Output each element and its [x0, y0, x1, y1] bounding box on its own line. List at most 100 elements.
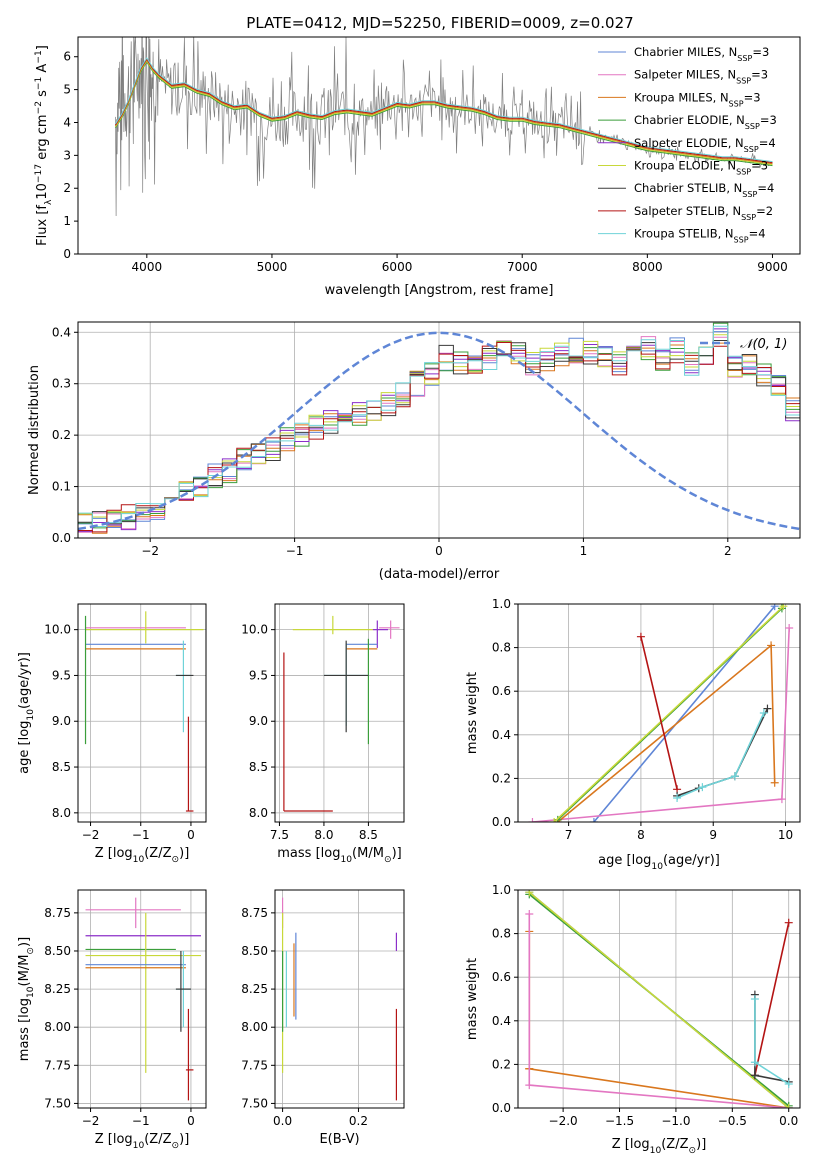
residuals-legend: 𝒩(0, 1) [700, 337, 787, 352]
x-tick-label: 9 [709, 828, 717, 842]
y-tick-label: 8.0 [52, 806, 71, 820]
y-tick-label: 8.00 [241, 1020, 268, 1034]
x-tick-label: −2 [82, 828, 100, 842]
weight_vs_age-frame [517, 603, 801, 823]
weight-line [754, 922, 790, 1076]
age_vs_mass-plot [283, 615, 400, 812]
x-tick-label: 7000 [507, 260, 538, 274]
weight-line [640, 636, 678, 790]
spectrum-xlabel: wavelength [Angstrom, rest frame] [325, 283, 554, 298]
model-spectrum-line [115, 60, 773, 166]
legend-entry: Kroupa STELIB, NSSP=4 [634, 227, 766, 245]
legend-entry: Salpeter STELIB, NSSP=2 [634, 204, 773, 222]
residuals-ylabel: Normed distribution [27, 365, 42, 495]
mass-vs-z-xlabel: Z [log10(Z/Z⊙)] [95, 1132, 190, 1151]
spectrum-legend: Chabrier MILES, NSSP=3 Salpeter MILES, NS… [598, 45, 777, 244]
mass_vs_Z-frame [77, 889, 207, 1109]
weight-marker [525, 909, 534, 918]
x-tick-label: −0.5 [718, 1114, 747, 1128]
weight-marker [636, 632, 645, 641]
y-tick-label: 0.2 [492, 771, 511, 785]
y-tick-label: 0.6 [492, 970, 511, 984]
age-vs-z-ylabel: age [log10(age/yr)] [17, 652, 36, 774]
y-tick-label: 8.0 [249, 806, 268, 820]
residual-histogram [78, 328, 800, 532]
x-tick-label: −1 [132, 1114, 150, 1128]
y-tick-label: 8.25 [241, 982, 268, 996]
model-spectrum-line [115, 57, 773, 163]
weight-line [593, 605, 776, 822]
x-tick-label: 6000 [382, 260, 413, 274]
age_vs_Z-frame [77, 603, 207, 823]
age_vs_mass-frame [274, 603, 405, 823]
y-tick-label: 0.8 [492, 927, 511, 941]
y-tick-label: 0.3 [52, 377, 71, 391]
residual-histogram [78, 336, 800, 533]
x-tick-label: 7 [565, 828, 573, 842]
x-tick-label: 0 [187, 828, 195, 842]
y-tick-label: 1 [63, 214, 71, 228]
y-tick-label: 10.0 [44, 623, 71, 637]
weight-marker [784, 918, 793, 927]
x-tick-label: 4000 [132, 260, 163, 274]
weight-marker [750, 995, 759, 1003]
weight-marker [784, 1104, 793, 1108]
age-vs-mass-xlabel: mass [log10(M/M⊙)] [277, 846, 401, 865]
legend-entry: Salpeter ELODIE, NSSP=4 [634, 136, 776, 154]
weight-marker [528, 818, 537, 822]
weight_vs_Z-plot [525, 890, 793, 1108]
residual-histogram [78, 342, 800, 534]
residual-histogram [78, 325, 800, 527]
y-tick-label: 7.50 [241, 1096, 268, 1110]
y-tick-label: 0 [63, 247, 71, 261]
mass_vs_ebv-frame [274, 889, 405, 1109]
legend-entry: Chabrier STELIB, NSSP=4 [634, 181, 774, 199]
weight_vs_age-plot [528, 604, 794, 822]
residual-histogram [78, 331, 800, 528]
residuals-axes: −2 −1 0 1 2 0.0 0.1 0.2 0.3 0.4 [52, 322, 800, 558]
y-tick-label: 7.75 [241, 1058, 268, 1072]
legend-entry: Salpeter MILES, NSSP=3 [634, 68, 768, 86]
y-tick-label: 8.75 [44, 906, 71, 920]
x-tick-label: −2 [82, 1114, 100, 1128]
y-tick-label: 9.5 [52, 668, 71, 682]
x-tick-label: −1.5 [605, 1114, 634, 1128]
weight-line [528, 931, 789, 1108]
y-tick-label: 1.0 [492, 597, 511, 611]
y-tick-label: 0.0 [492, 1101, 511, 1115]
age_vs_mass-axes: 7.5 8.0 8.58.08.59.09.510.0 [241, 604, 404, 842]
weight_vs_Z-ylabel: mass weight [465, 958, 480, 1040]
weight-marker [730, 772, 739, 781]
weight-marker [759, 709, 768, 717]
weight-marker [750, 1071, 759, 1080]
weight-line [528, 914, 789, 1108]
y-tick-label: 0.2 [52, 428, 71, 442]
mass_vs_ebv-axes: 0.0 0.2 7.50 7.75 8.00 8.25 8.50 8.75 [241, 890, 404, 1128]
x-tick-label: 0.2 [349, 1114, 368, 1128]
figure-title: PLATE=0412, MJD=52250, FIBERID=0009, z=0… [246, 14, 633, 32]
weight-line [754, 999, 790, 1085]
weight-marker [525, 1081, 534, 1090]
y-tick-label: 0.4 [52, 325, 71, 339]
weight_vs_Z-axes: −2.0 −1.5 −1.0 −0.5 0.0 0.0 0.2 0.4 0.6 0.8 1.0 [492, 883, 800, 1128]
spectrum-frame [77, 36, 801, 255]
normal-curve [78, 331, 800, 531]
y-tick-label: 0.6 [492, 684, 511, 698]
y-tick-label: 8.25 [44, 982, 71, 996]
weight-marker [779, 604, 788, 611]
x-tick-label: −1 [286, 544, 304, 558]
legend-entry: Kroupa MILES, NSSP=3 [634, 90, 761, 108]
y-tick-label: 9.5 [249, 668, 268, 682]
x-tick-label: −1 [132, 828, 150, 842]
weight-marker [550, 818, 559, 822]
y-tick-label: 4 [63, 115, 71, 129]
weight-marker [784, 1080, 793, 1089]
mass-vs-z-ylabel: mass [log10(M/M⊙)] [17, 937, 36, 1061]
mass-vs-ebv-xlabel: E(B-V) [319, 1132, 359, 1147]
weight-vs-z-xlabel: Z [log10(Z/Z⊙)] [612, 1137, 707, 1156]
x-tick-label: 2 [724, 544, 732, 558]
y-tick-label: 5 [63, 83, 71, 97]
y-tick-label: 0.4 [492, 1014, 511, 1028]
weight-line [557, 643, 776, 822]
weight-line [553, 605, 784, 822]
